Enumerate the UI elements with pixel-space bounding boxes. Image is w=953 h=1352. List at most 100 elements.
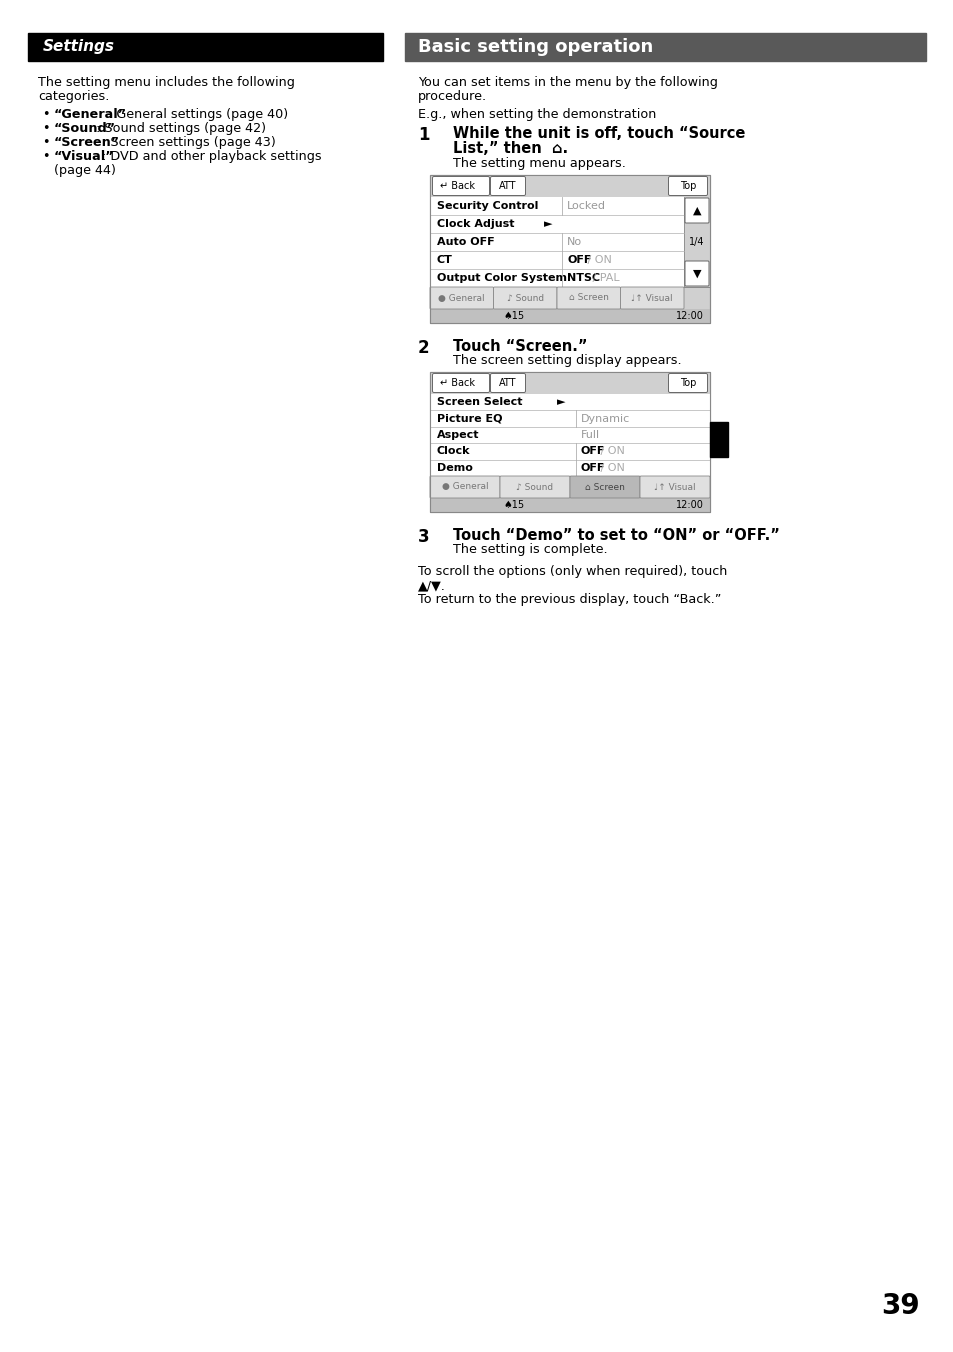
Text: The setting is complete.: The setting is complete. — [453, 544, 607, 556]
Text: •: • — [42, 122, 50, 135]
Text: OFF: OFF — [580, 446, 604, 457]
Bar — [430, 411, 709, 427]
Text: Settings: Settings — [43, 39, 115, 54]
Text: 39: 39 — [881, 1293, 919, 1320]
Text: : Screen settings (page 43): : Screen settings (page 43) — [102, 137, 275, 149]
Text: 1: 1 — [417, 126, 429, 145]
FancyBboxPatch shape — [490, 373, 525, 392]
Text: OFF: OFF — [566, 256, 591, 265]
Text: ♩↑ Visual: ♩↑ Visual — [631, 293, 673, 303]
Bar — [430, 174, 709, 323]
Text: ♪ Sound: ♪ Sound — [516, 483, 553, 492]
Bar — [430, 233, 683, 251]
Text: Top: Top — [679, 181, 696, 191]
Text: ►: ► — [557, 397, 565, 407]
Text: Output Color System: Output Color System — [436, 273, 566, 283]
Text: 2: 2 — [417, 339, 429, 357]
Text: 1/4: 1/4 — [688, 237, 704, 247]
Text: ↵ Back: ↵ Back — [439, 379, 475, 388]
Text: The screen setting display appears.: The screen setting display appears. — [453, 354, 680, 366]
Bar — [430, 498, 709, 512]
Text: ↵ Back: ↵ Back — [439, 181, 475, 191]
Text: ⌂ Screen: ⌂ Screen — [584, 483, 624, 492]
FancyBboxPatch shape — [684, 261, 708, 287]
FancyBboxPatch shape — [430, 287, 493, 310]
Text: categories.: categories. — [38, 91, 110, 103]
Bar — [430, 372, 709, 512]
FancyBboxPatch shape — [432, 177, 489, 196]
Bar — [430, 443, 709, 460]
Bar — [430, 174, 709, 197]
Text: (page 44): (page 44) — [54, 164, 115, 177]
FancyBboxPatch shape — [619, 287, 683, 310]
Text: ♪ Sound: ♪ Sound — [506, 293, 543, 303]
Text: Picture EQ: Picture EQ — [436, 414, 502, 423]
Bar — [709, 422, 727, 457]
Text: Security Control: Security Control — [436, 201, 537, 211]
Bar — [405, 32, 925, 61]
Text: To return to the previous display, touch “Back.”: To return to the previous display, touch… — [417, 594, 720, 606]
Bar — [28, 32, 382, 61]
Text: ♠15: ♠15 — [503, 311, 524, 320]
Text: Basic setting operation: Basic setting operation — [417, 38, 653, 55]
Text: / ON: / ON — [597, 462, 624, 473]
Text: ♠15: ♠15 — [503, 500, 524, 510]
FancyBboxPatch shape — [430, 476, 499, 498]
Text: •: • — [42, 108, 50, 120]
Text: Auto OFF: Auto OFF — [436, 237, 494, 247]
Text: “Sound”: “Sound” — [54, 122, 116, 135]
FancyBboxPatch shape — [684, 197, 708, 223]
Text: Dynamic: Dynamic — [580, 414, 629, 423]
FancyBboxPatch shape — [490, 177, 525, 196]
Text: The setting menu appears.: The setting menu appears. — [453, 157, 625, 170]
Text: While the unit is off, touch “Source: While the unit is off, touch “Source — [453, 126, 744, 141]
Text: Demo: Demo — [436, 462, 473, 473]
FancyBboxPatch shape — [668, 177, 707, 196]
Text: •: • — [42, 150, 50, 164]
Text: : General settings (page 40): : General settings (page 40) — [108, 108, 288, 120]
Bar — [430, 427, 709, 443]
FancyBboxPatch shape — [569, 476, 639, 498]
Text: ATT: ATT — [498, 181, 517, 191]
Text: •: • — [42, 137, 50, 149]
Text: / ON: / ON — [597, 446, 624, 457]
Bar — [430, 460, 709, 476]
Bar — [430, 251, 683, 269]
FancyBboxPatch shape — [668, 373, 707, 392]
Bar — [430, 215, 683, 233]
FancyBboxPatch shape — [432, 373, 489, 392]
Bar — [430, 310, 709, 323]
Text: ▲: ▲ — [692, 206, 700, 215]
Text: No: No — [566, 237, 581, 247]
Text: Clock Adjust: Clock Adjust — [436, 219, 514, 228]
FancyBboxPatch shape — [493, 287, 557, 310]
Text: Touch “Demo” to set to “ON” or “OFF.”: Touch “Demo” to set to “ON” or “OFF.” — [453, 529, 779, 544]
Bar — [430, 372, 709, 393]
FancyBboxPatch shape — [639, 476, 709, 498]
Text: procedure.: procedure. — [417, 91, 487, 103]
Text: NTSC: NTSC — [566, 273, 599, 283]
Text: ►: ► — [543, 219, 552, 228]
Text: Full: Full — [580, 430, 599, 439]
Text: Touch “Screen.”: Touch “Screen.” — [453, 339, 587, 354]
Text: To scroll the options (only when required), touch: To scroll the options (only when require… — [417, 565, 726, 579]
Text: “General”: “General” — [54, 108, 127, 120]
Text: 12:00: 12:00 — [676, 311, 703, 320]
Text: : Sound settings (page 42): : Sound settings (page 42) — [96, 122, 266, 135]
Text: ▼: ▼ — [692, 269, 700, 279]
Text: “Visual”: “Visual” — [54, 150, 114, 164]
Bar — [430, 197, 683, 215]
Text: The setting menu includes the following: The setting menu includes the following — [38, 76, 294, 89]
Text: ♩↑ Visual: ♩↑ Visual — [654, 483, 695, 492]
Bar — [430, 174, 709, 323]
Text: CT: CT — [436, 256, 453, 265]
Text: : DVD and other playback settings: : DVD and other playback settings — [102, 150, 321, 164]
Text: Top: Top — [679, 379, 696, 388]
Text: E.g., when setting the demonstration: E.g., when setting the demonstration — [417, 108, 656, 120]
Text: / PAL: / PAL — [588, 273, 619, 283]
FancyBboxPatch shape — [499, 476, 569, 498]
Text: You can set items in the menu by the following: You can set items in the menu by the fol… — [417, 76, 717, 89]
Text: OFF: OFF — [580, 462, 604, 473]
Text: 12:00: 12:00 — [676, 500, 703, 510]
Text: / ON: / ON — [583, 256, 611, 265]
